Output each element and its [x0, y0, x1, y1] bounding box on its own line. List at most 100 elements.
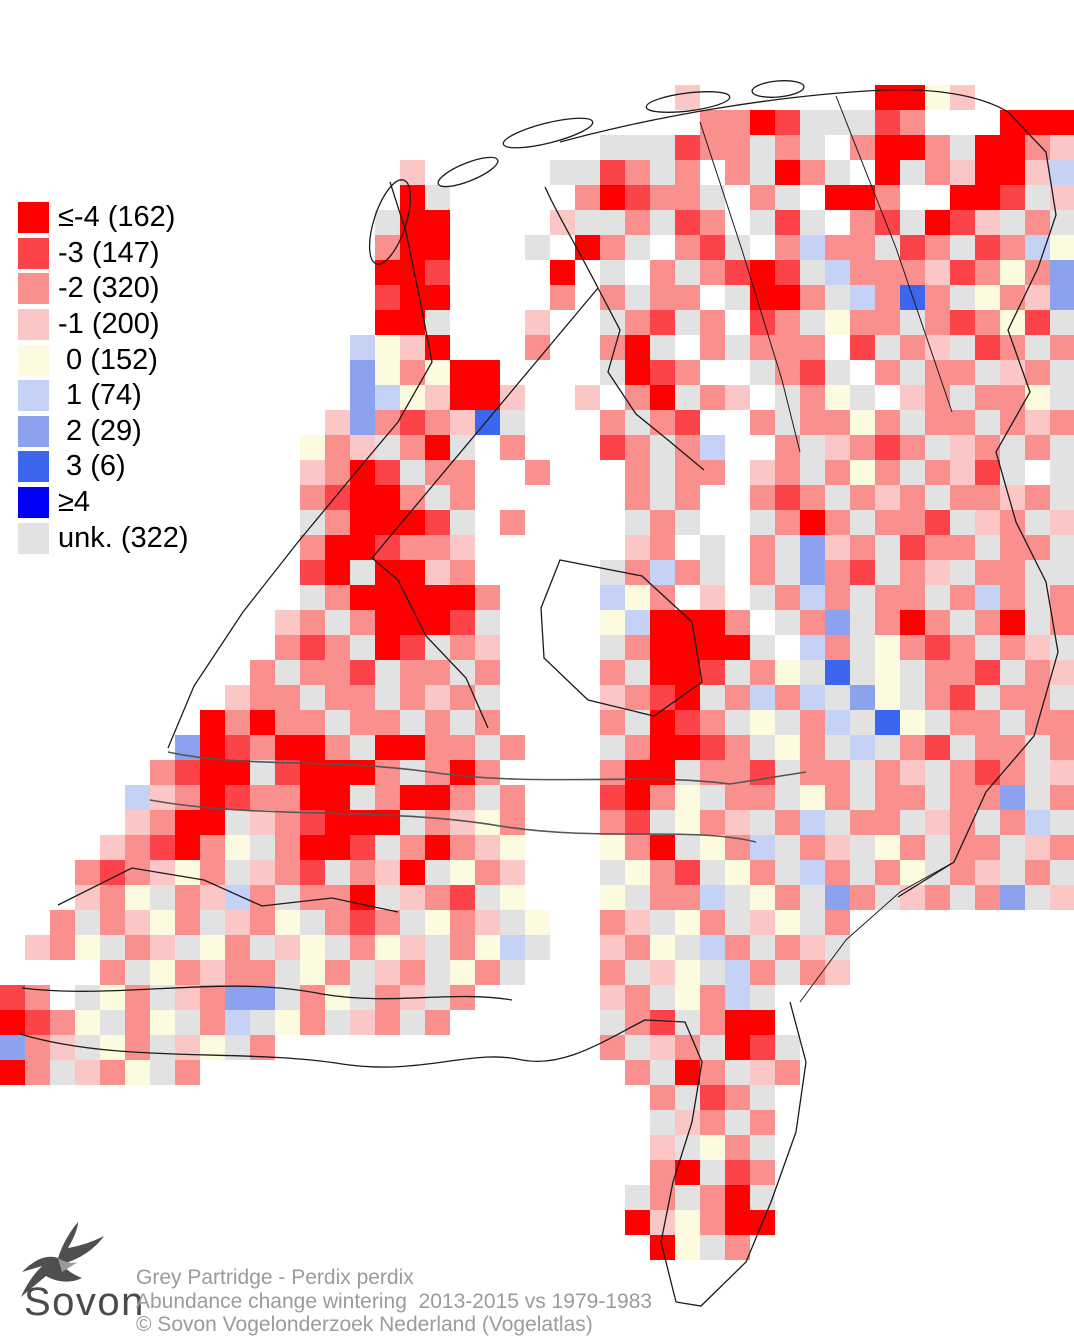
grid-cell	[1050, 160, 1074, 185]
grid-cell	[600, 735, 625, 760]
grid-cell	[425, 585, 450, 610]
grid-cell	[725, 385, 750, 410]
grid-cell	[1050, 285, 1074, 310]
grid-cell	[850, 460, 875, 485]
grid-cell	[450, 860, 475, 885]
grid-cell	[875, 610, 900, 635]
grid-cell	[850, 385, 875, 410]
grid-cell	[200, 710, 225, 735]
grid-cell	[700, 1185, 725, 1210]
grid-cell	[100, 985, 125, 1010]
grid-cell	[475, 760, 500, 785]
grid-cell	[200, 1010, 225, 1035]
grid-cell	[650, 1185, 675, 1210]
grid-cell	[950, 685, 975, 710]
legend-swatch	[18, 451, 49, 483]
grid-cell	[675, 185, 700, 210]
grid-cell	[950, 560, 975, 585]
grid-cell	[750, 410, 775, 435]
grid-cell	[375, 910, 400, 935]
grid-cell	[875, 860, 900, 885]
grid-cell	[400, 510, 425, 535]
grid-cell	[300, 885, 325, 910]
grid-cell	[650, 660, 675, 685]
grid-cell	[750, 585, 775, 610]
grid-cell	[825, 435, 850, 460]
grid-cell	[300, 935, 325, 960]
grid-cell	[725, 260, 750, 285]
grid-cell	[850, 685, 875, 710]
grid-cell	[600, 835, 625, 860]
grid-cell	[550, 160, 575, 185]
grid-cell	[800, 360, 825, 385]
grid-cell	[0, 1010, 25, 1035]
grid-cell	[325, 410, 350, 435]
grid-cell	[875, 835, 900, 860]
grid-cell	[350, 510, 375, 535]
grid-cell	[375, 485, 400, 510]
grid-cell	[975, 235, 1000, 260]
grid-cell	[700, 810, 725, 835]
grid-cell	[700, 660, 725, 685]
grid-cell	[475, 635, 500, 660]
grid-cell	[500, 935, 525, 960]
grid-cell	[400, 910, 425, 935]
grid-cell	[275, 810, 300, 835]
grid-cell	[825, 285, 850, 310]
grid-cell	[1000, 135, 1025, 160]
grid-cell	[750, 635, 775, 660]
grid-cell	[675, 260, 700, 285]
grid-cell	[225, 985, 250, 1010]
grid-cell	[825, 885, 850, 910]
grid-cell	[825, 460, 850, 485]
grid-cell	[375, 410, 400, 435]
grid-cell	[375, 460, 400, 485]
legend-label: -3 (147)	[58, 236, 160, 269]
grid-cell	[400, 335, 425, 360]
grid-cell	[800, 535, 825, 560]
grid-cell	[275, 1010, 300, 1035]
grid-cell	[375, 810, 400, 835]
grid-cell	[450, 910, 475, 935]
grid-cell	[1025, 260, 1050, 285]
grid-cell	[975, 485, 1000, 510]
legend-swatch	[18, 309, 49, 341]
grid-cell	[875, 260, 900, 285]
grid-cell	[475, 835, 500, 860]
island-vlieland-outline	[437, 156, 499, 188]
grid-cell	[775, 735, 800, 760]
grid-cell	[600, 960, 625, 985]
grid-cell	[350, 760, 375, 785]
grid-cell	[150, 885, 175, 910]
grid-cell	[300, 1010, 325, 1035]
legend-row-I: ≥4	[18, 485, 189, 521]
grid-cell	[725, 710, 750, 735]
grid-cell	[425, 360, 450, 385]
grid-cell	[700, 1010, 725, 1035]
grid-cell	[225, 735, 250, 760]
grid-cell	[775, 110, 800, 135]
legend-row-H: 3 (6)	[18, 449, 189, 485]
grid-cell	[725, 1235, 750, 1260]
grid-cell	[850, 760, 875, 785]
grid-cell	[600, 235, 625, 260]
grid-cell	[150, 810, 175, 835]
grid-cell	[925, 760, 950, 785]
grid-cell	[500, 835, 525, 860]
grid-cell	[900, 635, 925, 660]
legend-label: 0 (152)	[58, 343, 158, 376]
grid-cell	[625, 660, 650, 685]
grid-cell	[1000, 535, 1025, 560]
grid-cell	[650, 485, 675, 510]
grid-cell	[1050, 785, 1074, 810]
grid-cell	[675, 410, 700, 435]
grid-cell	[300, 910, 325, 935]
grid-cell	[625, 1010, 650, 1035]
grid-cell	[350, 635, 375, 660]
grid-cells	[0, 85, 1074, 1260]
grid-cell	[1025, 685, 1050, 710]
grid-cell	[450, 785, 475, 810]
grid-cell	[450, 535, 475, 560]
grid-cell	[400, 160, 425, 185]
grid-cell	[700, 260, 725, 285]
